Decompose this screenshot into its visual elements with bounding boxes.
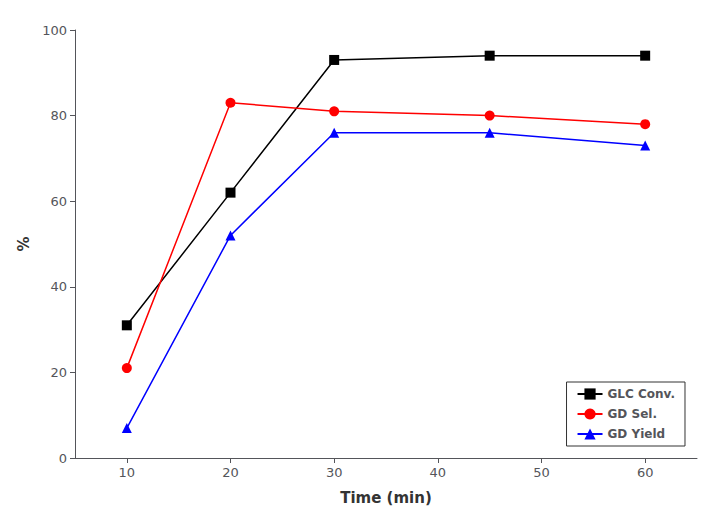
svg-text:40: 40 — [430, 465, 447, 480]
svg-text:GD Sel.: GD Sel. — [608, 407, 657, 421]
svg-text:%: % — [15, 236, 33, 251]
svg-text:Time (min): Time (min) — [340, 489, 432, 507]
svg-text:10: 10 — [119, 465, 136, 480]
svg-text:30: 30 — [326, 465, 343, 480]
svg-text:50: 50 — [533, 465, 550, 480]
svg-text:60: 60 — [50, 194, 67, 209]
svg-text:20: 20 — [222, 465, 239, 480]
svg-text:100: 100 — [42, 23, 67, 38]
svg-text:40: 40 — [50, 279, 67, 294]
svg-text:0: 0 — [59, 451, 67, 466]
svg-text:60: 60 — [637, 465, 654, 480]
svg-text:20: 20 — [50, 365, 67, 380]
svg-text:GLC Conv.: GLC Conv. — [608, 387, 675, 401]
svg-text:GD Yield: GD Yield — [608, 427, 666, 441]
svg-text:80: 80 — [50, 108, 67, 123]
